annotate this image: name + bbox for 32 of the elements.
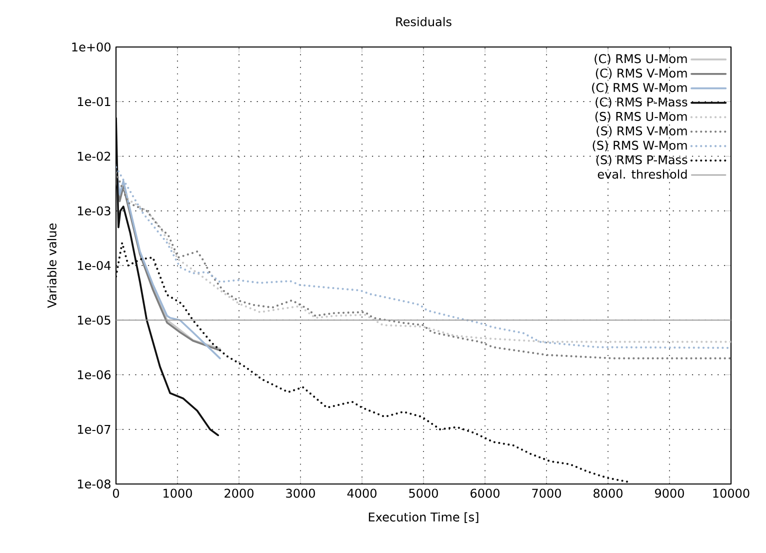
legend-label: (S) RMS V-Mom [596,126,687,137]
x-tick-label: 1000 [164,488,192,498]
x-tick-label: 2000 [224,488,254,498]
y-tick-label: 1e-03 [78,206,110,216]
legend-label: (C) RMS W-Mom [592,82,687,94]
x-tick-label: 5000 [409,488,438,498]
y-tick-label: 1e-04 [78,260,111,270]
y-tick-label: 1e-01 [78,97,110,106]
legend-label: (C) RMS V-Mom [596,68,687,80]
chart-title: Residuals [396,17,452,26]
legend-label: (C) RMS U-Mom [594,54,687,65]
x-tick-label: 9000 [654,488,684,498]
legend-label: (S) RMS P-Mass [596,154,688,166]
x-tick-label: 7000 [532,488,561,498]
y-tick-label: 1e-07 [78,424,110,434]
x-axis-title: Execution Time [s] [368,512,478,523]
legend-label: eval. threshold [598,169,687,179]
y-tick-label: 1e-02 [78,152,110,161]
x-tick-label: 8000 [594,488,622,498]
x-tick-label: 0 [112,488,120,498]
y-tick-label: 1e-06 [78,370,111,380]
y-axis-title: Variable value [47,224,56,308]
x-tick-label: 3000 [286,488,315,498]
y-tick-label: 1e+00 [72,42,110,52]
legend-label: (S) RMS W-Mom [592,140,687,152]
legend-label: (C) RMS P-Mass [596,97,688,108]
x-tick-label: 4000 [347,488,376,498]
x-tick-label: 10000 [713,488,750,498]
y-tick-label: 1e-08 [78,479,110,489]
y-tick-label: 1e-05 [78,316,110,325]
x-tick-label: 6000 [470,488,500,498]
legend-label: (S) RMS U-Mom [595,112,687,122]
